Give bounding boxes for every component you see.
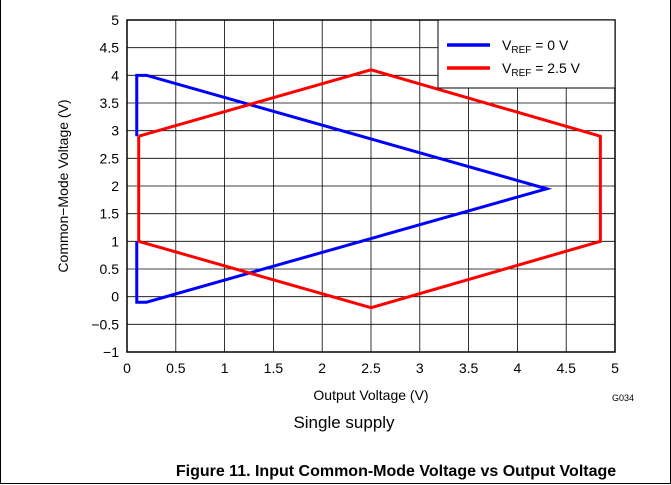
x-tick-labels: 0 0.5 1 1.5 2 2.5 3 3.5 4 4.5 5 [123,360,619,376]
legend-box [437,19,616,89]
x-tick-label: 3.5 [459,360,479,376]
y-tick-label: −0.5 [91,316,119,332]
chart-subtitle: Single supply [293,413,395,432]
x-tick-label: 5 [611,360,619,376]
grid [127,20,615,352]
figure-code: G034 [612,393,634,403]
legend: VREF = 0 V VREF = 2.5 V [437,19,616,89]
x-tick-label: 4.5 [556,360,576,376]
plot-area [126,19,616,353]
x-tick-label: 1 [221,360,229,376]
y-tick-label: 4 [111,67,119,83]
y-axis-label: Common−Mode Voltage (V) [55,99,71,272]
x-tick-label: 1.5 [264,360,284,376]
y-tick-label: 2 [111,178,119,194]
x-tick-label: 0.5 [166,360,186,376]
y-tick-label: 5 [111,12,119,28]
x-tick-label: 2.5 [361,360,381,376]
series-lines [135,68,602,310]
y-tick-label: 0 [111,289,119,305]
y-tick-labels: 5 4.5 4 3.5 3 2.5 2 1.5 1 0.5 0 −0.5 −1 [91,12,119,360]
x-tick-label: 4 [514,360,522,376]
y-tick-label: 1.5 [100,206,120,222]
y-tick-label: 3 [111,123,119,139]
y-tick-label: 2.5 [100,150,120,166]
series-line-2 [137,68,602,310]
y-tick-label: 0.5 [100,261,120,277]
y-tick-label: 1 [111,233,119,249]
y-tick-label: 3.5 [100,95,120,111]
y-tick-label: 4.5 [100,40,120,56]
legend-label: VREF = 0 V [502,37,569,56]
x-axis-label: Output Voltage (V) [313,387,428,403]
x-tick-label: 3 [416,360,424,376]
x-tick-label: 2 [318,360,326,376]
y-tick-label: −1 [103,344,119,360]
series-line-1 [135,73,553,304]
figure-caption: Figure 11. Input Common-Mode Voltage vs … [176,463,616,480]
legend-label: VREF = 2.5 V [502,60,581,79]
x-tick-label: 0 [123,360,131,376]
